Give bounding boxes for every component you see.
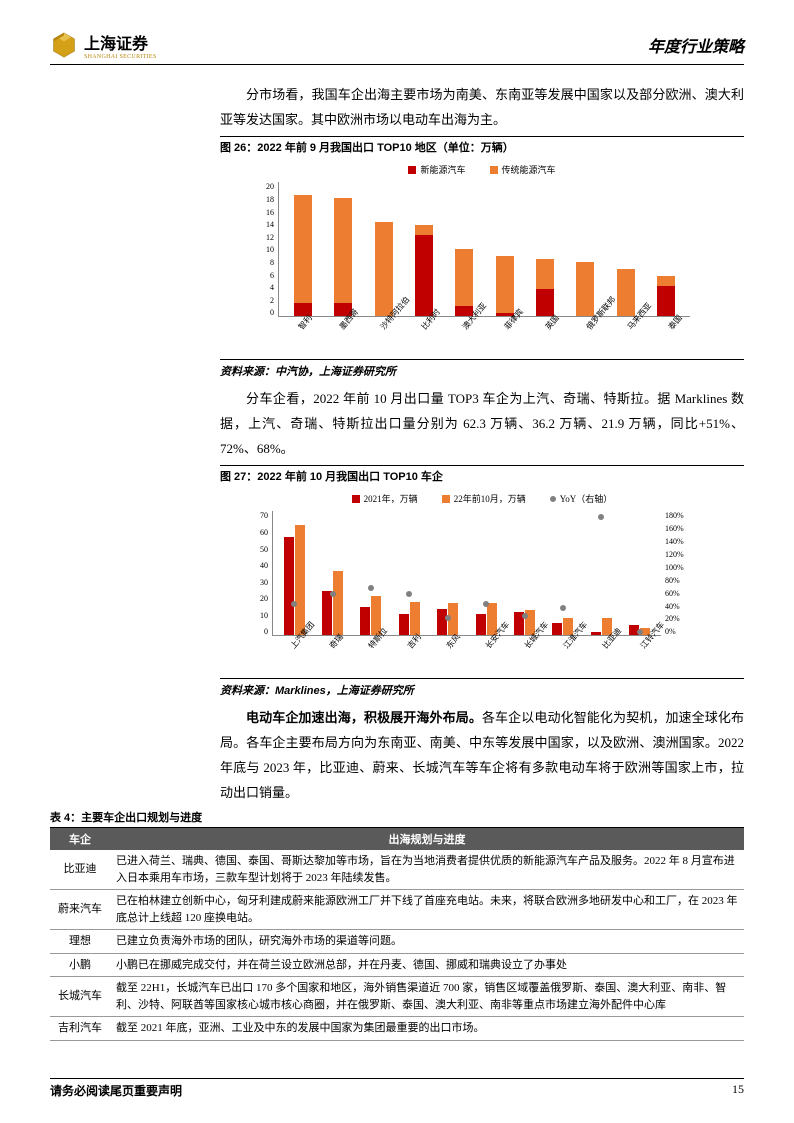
- table4: 车企出海规划与进度 比亚迪已进入荷兰、瑞典、德国、泰国、哥斯达黎加等市场，旨在为…: [50, 828, 744, 1041]
- fig27-title: 图 27：2022 年前 10 月我国出口 TOP10 车企: [220, 465, 744, 486]
- logo-text-cn: 上海证券: [84, 30, 157, 54]
- para3-bold: 电动车企加速出海，积极展开海外布局。: [246, 710, 482, 725]
- page-footer: 请务必阅读尾页重要声明 15: [50, 1078, 744, 1099]
- fig26-source: 资料来源：中汽协，上海证券研究所: [220, 359, 744, 387]
- legend-label: 22年前10月，万辆: [454, 492, 526, 505]
- legend-label: 2021年，万辆: [364, 492, 418, 505]
- logo-icon: [50, 31, 78, 59]
- paragraph-2: 分车企看，2022 年前 10 月出口量 TOP3 车企为上汽、奇瑞、特斯拉。据…: [220, 387, 744, 461]
- paragraph-1: 分市场看，我国车企出海主要市场为南美、东南亚等发展中国家以及部分欧洲、澳大利亚等…: [220, 83, 744, 132]
- y-axis-left: 706050403020100: [244, 511, 268, 636]
- paragraph-3: 电动车企加速出海，积极展开海外布局。各车企以电动化智能化为契机，加速全球化布局。…: [220, 706, 744, 805]
- x-axis: 上汽集团奇瑞特斯拉吉利东风长安汽车长城汽车江淮汽车比亚迪江铃汽车: [272, 636, 661, 676]
- y-axis-right: 180%160%140%120%100%80%60%40%20%0%: [665, 511, 699, 636]
- fig27-chart: 2021年，万辆 22年前10月，万辆 YoY（右轴） 706050403020…: [220, 486, 744, 678]
- fig26-legend: 新能源汽车 传统能源汽车: [220, 163, 744, 176]
- legend-label: 传统能源汽车: [502, 163, 556, 176]
- logo: 上海证券 SHANGHAI SECURITIES: [50, 30, 157, 60]
- fig26-title: 图 26：2022 年前 9 月我国出口 TOP10 地区（单位：万辆）: [220, 136, 744, 157]
- logo-text-en: SHANGHAI SECURITIES: [84, 54, 157, 60]
- footer-disclaimer: 请务必阅读尾页重要声明: [50, 1082, 182, 1099]
- x-axis: 智利墨西哥沙特阿拉伯比利时澳大利亚菲律宾英国俄罗斯联邦马来西亚泰国: [278, 317, 690, 357]
- page-header: 上海证券 SHANGHAI SECURITIES 年度行业策略: [50, 30, 744, 65]
- fig27-legend: 2021年，万辆 22年前10月，万辆 YoY（右轴）: [220, 492, 744, 505]
- chart-plot: [272, 511, 661, 636]
- legend-label: YoY（右轴）: [560, 492, 613, 505]
- page-number: 15: [732, 1082, 744, 1099]
- y-axis: 20181614121086420: [250, 182, 274, 317]
- chart-plot: [278, 182, 690, 317]
- legend-label: 新能源汽车: [420, 163, 465, 176]
- table4-title: 表 4：主要车企出口规划与进度: [50, 809, 744, 828]
- fig27-source: 资料来源：Marklines，上海证券研究所: [220, 678, 744, 706]
- header-title: 年度行业策略: [648, 33, 744, 57]
- fig26-chart: 新能源汽车 传统能源汽车 20181614121086420 智利墨西哥沙特阿拉…: [220, 157, 744, 359]
